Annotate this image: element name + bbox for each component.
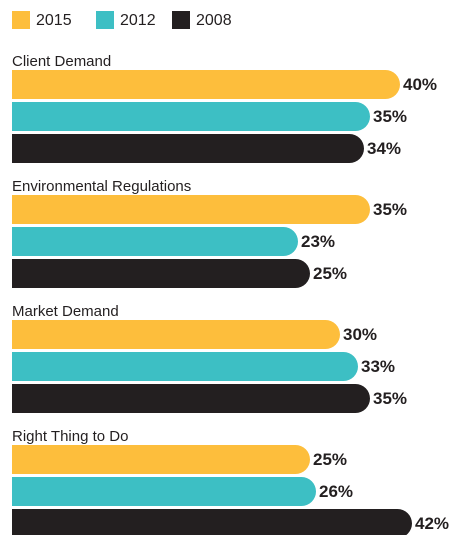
bar xyxy=(12,320,340,349)
bar xyxy=(12,134,364,163)
bar xyxy=(12,259,310,288)
legend-label: 2015 xyxy=(36,12,72,29)
bar xyxy=(12,195,370,224)
value-label: 23% xyxy=(301,232,335,251)
category-label: Market Demand xyxy=(12,303,119,320)
bar xyxy=(12,352,358,381)
bar xyxy=(12,70,400,99)
bar xyxy=(12,445,310,474)
bar xyxy=(12,384,370,413)
value-label: 35% xyxy=(373,107,407,126)
legend-label: 2008 xyxy=(196,12,232,29)
value-label: 34% xyxy=(367,139,401,158)
value-label: 42% xyxy=(415,514,449,533)
value-label: 33% xyxy=(361,357,395,376)
value-label: 30% xyxy=(343,325,377,344)
value-label: 25% xyxy=(313,264,347,283)
bar xyxy=(12,477,316,506)
value-label: 35% xyxy=(373,200,407,219)
category-label: Right Thing to Do xyxy=(12,428,128,445)
legend-swatch xyxy=(172,11,190,29)
legend-label: 2012 xyxy=(120,12,156,29)
legend-swatch xyxy=(96,11,114,29)
bar xyxy=(12,102,370,131)
value-label: 25% xyxy=(313,450,347,469)
legend-swatch xyxy=(12,11,30,29)
value-label: 35% xyxy=(373,389,407,408)
value-label: 40% xyxy=(403,75,437,94)
bar xyxy=(12,509,412,538)
category-label: Environmental Regulations xyxy=(12,178,191,195)
value-label: 26% xyxy=(319,482,353,501)
category-label: Client Demand xyxy=(12,53,111,70)
bar xyxy=(12,227,298,256)
